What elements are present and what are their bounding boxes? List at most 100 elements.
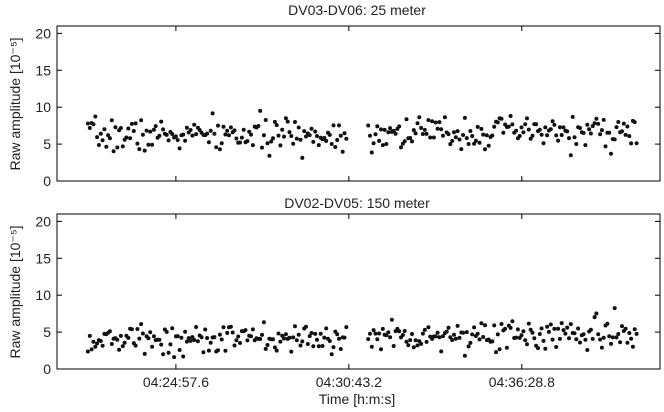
data-point [605, 321, 610, 326]
data-point [148, 129, 153, 134]
data-point [223, 348, 228, 353]
data-point [461, 133, 466, 137]
data-point [609, 151, 613, 156]
data-point [227, 133, 231, 138]
data-point [521, 329, 526, 334]
data-point [335, 138, 340, 142]
data-point [260, 332, 264, 337]
data-point [302, 129, 307, 134]
data-point [232, 343, 237, 348]
data-point [371, 141, 376, 146]
data-point [526, 321, 531, 326]
data-point [570, 114, 575, 119]
x-ticks: 04:24:57.6 04:30:43.2 04:36:28.8 [143, 214, 555, 390]
data-point [177, 146, 182, 151]
data-point [216, 348, 220, 353]
data-point [457, 137, 462, 142]
data-point [98, 131, 103, 136]
data-point [282, 336, 286, 341]
data-point [133, 121, 138, 126]
data-point [422, 327, 427, 332]
data-point [329, 142, 334, 146]
data-point [168, 342, 173, 347]
data-point [539, 326, 544, 331]
data-point [424, 339, 429, 344]
data-point [194, 132, 199, 137]
data-point [391, 128, 396, 133]
data-point [528, 136, 533, 141]
data-point [599, 128, 604, 133]
data-point [282, 134, 286, 139]
data-point [375, 124, 380, 129]
data-point [515, 327, 520, 332]
data-point [572, 331, 577, 336]
data-point [557, 125, 562, 130]
data-point [413, 131, 418, 136]
data-point [554, 345, 559, 349]
data-point [120, 344, 125, 349]
data-point [291, 335, 296, 340]
data-point [510, 319, 515, 324]
data-point [139, 118, 144, 123]
data-point [435, 126, 440, 131]
data-point [404, 339, 409, 344]
data-point [585, 122, 590, 127]
data-point [210, 111, 215, 116]
data-point [318, 331, 323, 336]
y-tick-label: 0 [43, 361, 51, 377]
data-point [225, 330, 230, 335]
data-point [234, 136, 239, 141]
data-point [322, 335, 327, 340]
data-point [556, 326, 561, 331]
data-point [100, 138, 105, 143]
data-point [389, 317, 394, 322]
data-point [490, 339, 495, 344]
data-point [585, 348, 590, 352]
data-point [514, 128, 519, 133]
data-point [313, 331, 318, 336]
data-point [517, 134, 522, 138]
data-point [320, 344, 325, 348]
data-point [305, 342, 310, 346]
data-point [519, 125, 524, 130]
data-point [111, 149, 116, 154]
data-point [539, 132, 544, 137]
data-point [607, 334, 612, 339]
y-tick-label: 5 [43, 136, 51, 152]
data-point [397, 329, 402, 334]
data-point [441, 334, 445, 339]
data-point [550, 119, 555, 124]
y-tick-label: 20 [35, 213, 51, 229]
data-point [592, 315, 597, 320]
data-point [161, 352, 166, 357]
data-point [462, 353, 467, 358]
data-point [324, 139, 329, 143]
data-point [249, 132, 253, 137]
data-point [371, 328, 376, 333]
data-point [581, 332, 586, 337]
data-point [437, 120, 442, 125]
data-point [552, 326, 557, 331]
data-point [410, 332, 414, 336]
data-point [140, 331, 145, 336]
data-point [173, 134, 178, 139]
data-point [620, 129, 624, 134]
data-point [221, 124, 226, 129]
y-ticks: 0 5 10 15 20 [35, 213, 660, 377]
data-point [420, 132, 425, 136]
data-point [315, 134, 319, 138]
data-point [565, 129, 570, 134]
data-point [612, 306, 617, 311]
data-point [492, 323, 497, 328]
data-point [556, 138, 561, 143]
data-point [452, 332, 456, 337]
data-point [525, 342, 529, 347]
data-point [400, 333, 405, 337]
data-point [294, 136, 299, 141]
data-point [543, 346, 548, 351]
data-point [294, 338, 299, 343]
data-point [466, 142, 471, 146]
data-point [126, 126, 131, 131]
data-point [368, 133, 372, 138]
data-point [238, 341, 242, 345]
